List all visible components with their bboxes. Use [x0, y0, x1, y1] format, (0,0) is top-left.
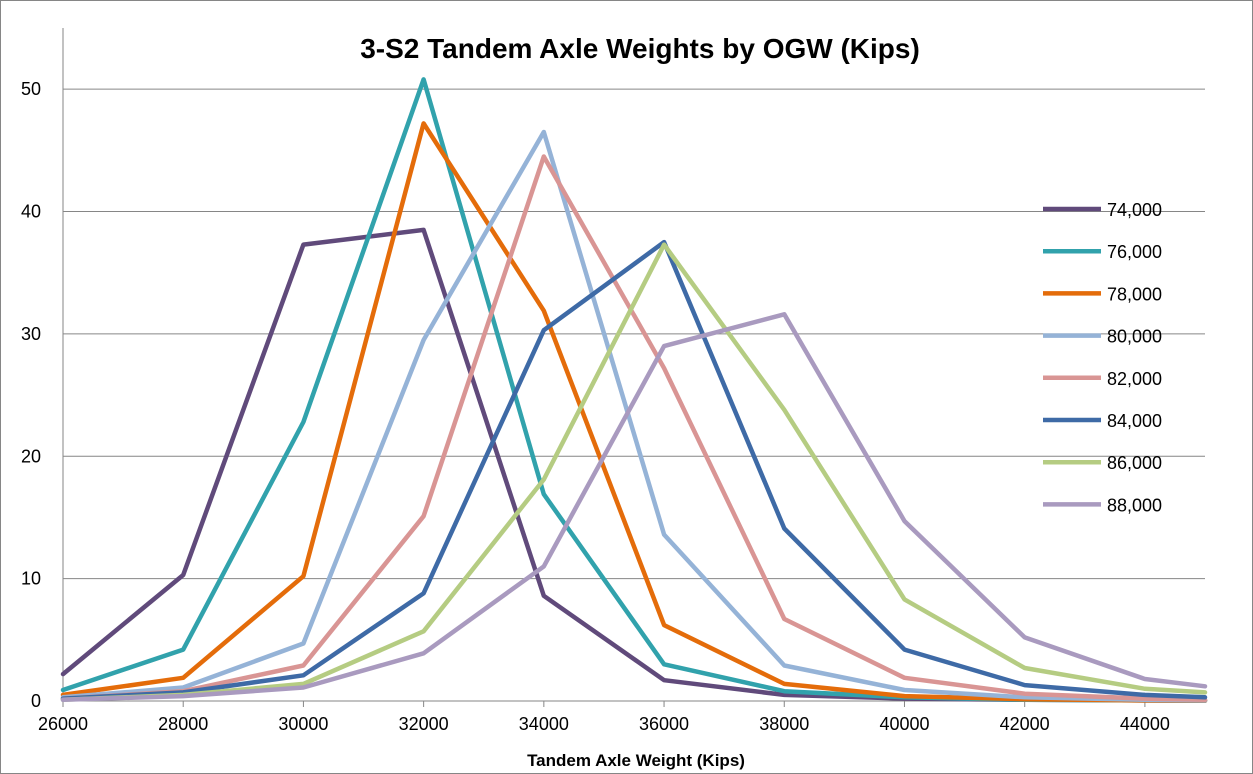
x-axis-ticks: 26000 28000 30000 32000 34000 36000 38000 40000…	[38, 701, 1170, 734]
legend-label: 86,000	[1107, 453, 1162, 473]
x-tick-label: 36000	[639, 714, 689, 734]
series-line-80000	[60, 129, 1208, 703]
x-tick-label: 42000	[1000, 714, 1050, 734]
series-line-76000	[60, 77, 1208, 703]
legend: 74,000 76,000 78,000 80,000 82,000 84,000 86,0…	[1043, 200, 1162, 515]
y-tick-label: 50	[21, 79, 41, 99]
series-line-88000	[60, 312, 1208, 703]
x-tick-label: 26000	[38, 714, 88, 734]
x-tick-label: 34000	[519, 714, 569, 734]
chart-title: 3-S2 Tandem Axle Weights by OGW (Kips)	[360, 33, 920, 64]
legend-label: 74,000	[1107, 200, 1162, 220]
legend-label: 88,000	[1107, 495, 1162, 515]
series-lines	[60, 77, 1208, 703]
series-line-86000	[60, 242, 1208, 703]
y-tick-label: 20	[21, 446, 41, 466]
y-tick-label: 30	[21, 324, 41, 344]
legend-label: 84,000	[1107, 411, 1162, 431]
legend-label: 78,000	[1107, 284, 1162, 304]
x-tick-label: 44000	[1120, 714, 1170, 734]
legend-label: 80,000	[1107, 327, 1162, 347]
gridlines	[63, 88, 1205, 580]
legend-label: 82,000	[1107, 369, 1162, 389]
series-line-84000	[60, 239, 1208, 701]
x-tick-label: 40000	[879, 714, 929, 734]
y-tick-label: 0	[31, 691, 41, 711]
series-line-78000	[60, 121, 1208, 703]
axes	[62, 28, 1205, 702]
y-axis-ticks: 0 10 20 30 40 50	[21, 79, 41, 711]
series-line-82000	[60, 154, 1208, 703]
legend-label: 76,000	[1107, 242, 1162, 262]
x-tick-label: 30000	[278, 714, 328, 734]
x-axis-label: Tandem Axle Weight (Kips)	[527, 751, 745, 770]
x-tick-label: 38000	[759, 714, 809, 734]
x-tick-label: 32000	[399, 714, 449, 734]
y-tick-label: 10	[21, 569, 41, 589]
y-tick-label: 40	[21, 202, 41, 222]
x-tick-label: 28000	[158, 714, 208, 734]
